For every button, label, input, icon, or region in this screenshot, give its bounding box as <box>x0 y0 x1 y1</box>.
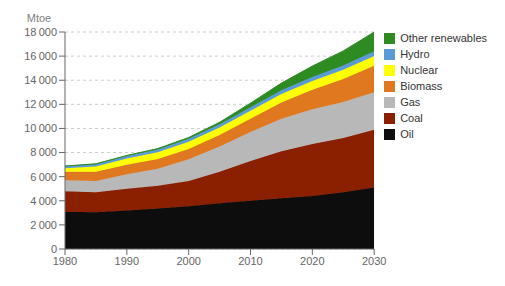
svg-text:12 000: 12 000 <box>24 98 57 110</box>
svg-text:2010: 2010 <box>238 255 262 267</box>
svg-text:16 000: 16 000 <box>24 50 57 62</box>
html-text:Oil: Oil <box>400 128 414 140</box>
svg-text:2020: 2020 <box>300 255 324 267</box>
svg-text:0: 0 <box>51 243 57 255</box>
svg-text:6 000: 6 000 <box>30 171 57 183</box>
html-text:Coal: Coal <box>400 112 423 124</box>
html-text:Hydro: Hydro <box>400 48 430 60</box>
html-text:Biomass: Biomass <box>400 80 443 92</box>
svg-text:8 000: 8 000 <box>30 146 57 158</box>
svg-text:2030: 2030 <box>362 255 386 267</box>
svg-text:1990: 1990 <box>115 255 139 267</box>
html-text:Gas: Gas <box>400 96 421 108</box>
svg-text:2 000: 2 000 <box>30 219 57 231</box>
svg-text:18 000: 18 000 <box>24 26 57 38</box>
svg-text:Mtoe: Mtoe <box>27 12 51 24</box>
svg-text:4 000: 4 000 <box>30 195 57 207</box>
svg-text:1980: 1980 <box>53 255 77 267</box>
svg-text:14 000: 14 000 <box>24 74 57 86</box>
html-text:Other renewables: Other renewables <box>400 32 487 44</box>
svg-text:10 000: 10 000 <box>24 122 57 134</box>
svg-text:2000: 2000 <box>176 255 200 267</box>
html-text:Nuclear: Nuclear <box>400 64 439 76</box>
